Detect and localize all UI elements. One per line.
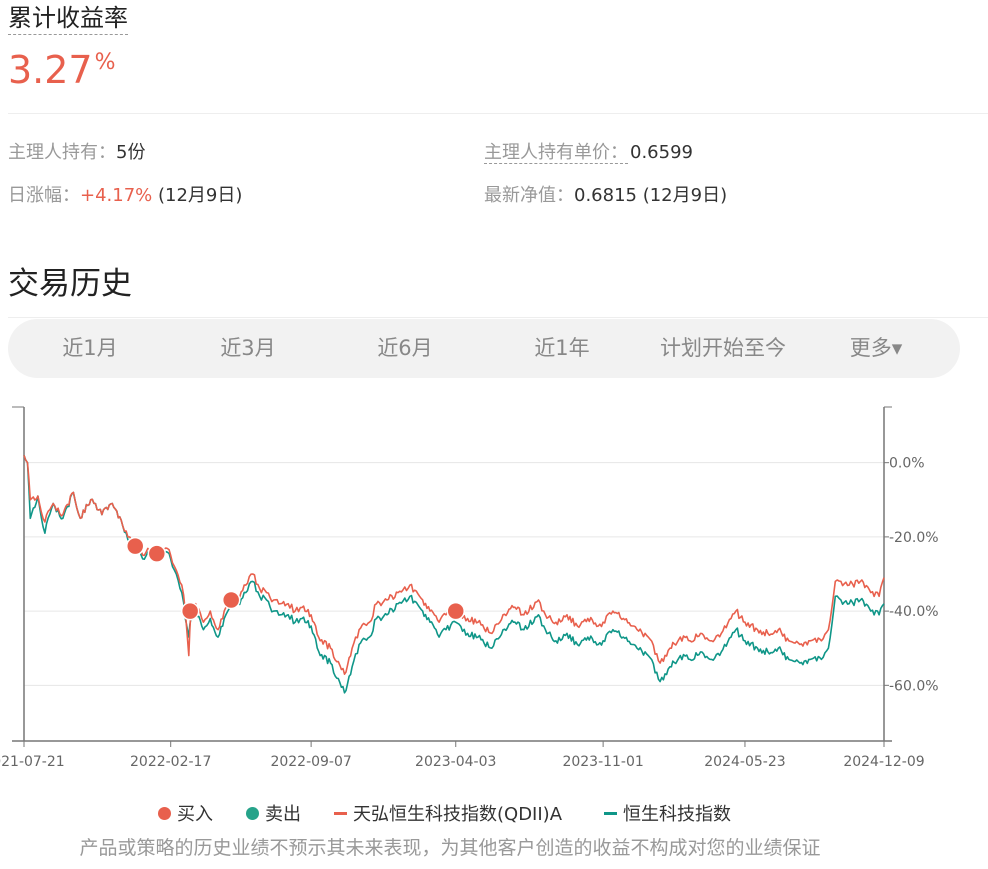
fund-line — [23, 454, 885, 675]
daily-change-date: (12月9日) — [158, 185, 243, 206]
nav-value: 0.6815 (12月9日) — [574, 185, 728, 206]
buy-marker — [221, 590, 241, 610]
fund-line-icon — [334, 811, 347, 815]
divider — [8, 113, 988, 114]
trade-history-title: 交易历史 — [8, 266, 132, 302]
cumulative-return-title[interactable]: 累计收益率 — [8, 2, 128, 35]
chart-grid — [24, 462, 884, 686]
y-tick-label: -40.0% — [889, 604, 939, 620]
nav-row: 最新净值：0.6815 (12月9日) — [484, 183, 727, 209]
chart-tick-labels: 0.0% -20.0% -40.0% -60.0% 2021-07-21 2022-02-… — [0, 456, 939, 770]
buy-marker — [125, 536, 145, 556]
legend-sell-label: 卖出 — [265, 804, 301, 825]
legend-index[interactable]: 恒生科技指数 — [604, 800, 731, 830]
y-tick-label: -60.0% — [889, 678, 939, 694]
tab-1m[interactable]: 近1月 — [62, 336, 118, 360]
x-tick-label: 2024-12-09 — [843, 754, 924, 770]
chart-markers — [125, 536, 465, 621]
y-tick-label: 0.0% — [889, 456, 925, 472]
legend-index-label: 恒生科技指数 — [623, 804, 731, 825]
y-tick-label: -20.0% — [889, 530, 939, 546]
legend-buy-label: 买入 — [177, 804, 213, 825]
legend-sell[interactable]: 卖出 — [246, 800, 301, 830]
unit-price-label[interactable]: 主理人持有单价： — [484, 142, 628, 164]
buy-marker — [147, 544, 167, 563]
return-chart[interactable]: 0.0% -20.0% -40.0% -60.0% 2021-07-21 2022-02-… — [0, 395, 988, 780]
x-tick-label: 2024-05-23 — [704, 754, 785, 770]
cumulative-return-value: 3.27% — [8, 48, 116, 92]
tab-more[interactable]: 更多▾ — [849, 336, 903, 360]
x-tick-label: 2022-09-07 — [270, 754, 351, 770]
divider — [8, 317, 988, 318]
tab-since-start[interactable]: 计划开始至今 — [660, 336, 786, 360]
chart-axes — [12, 406, 892, 747]
buy-marker — [446, 601, 465, 621]
chart-series — [23, 454, 885, 694]
chart-legend: 买入 卖出 天弘恒生科技指数(QDII)A 恒生科技指数 — [0, 800, 988, 830]
rate-number: 3.27 — [8, 48, 93, 92]
tab-1y[interactable]: 近1年 — [534, 336, 590, 360]
holding-value: 5份 — [116, 142, 146, 163]
nav-label: 最新净值： — [484, 185, 574, 206]
unit-price-value: 0.6599 — [630, 142, 693, 163]
index-line-icon — [604, 811, 617, 815]
x-tick-label: 2023-04-03 — [415, 754, 496, 770]
holding-row: 主理人持有：5份 — [8, 140, 145, 166]
daily-change-row: 日涨幅：+4.17% (12月9日) — [8, 183, 242, 209]
daily-change-value: +4.17% — [80, 185, 153, 206]
legend-buy[interactable]: 买入 — [158, 800, 213, 830]
disclaimer-text: 产品或策略的历史业绩不预示其未来表现，为其他客户创造的收益不构成对您的业绩保证 — [79, 837, 821, 859]
legend-fund[interactable]: 天弘恒生科技指数(QDII)A — [334, 800, 562, 830]
x-tick-label: 2023-11-01 — [562, 754, 643, 770]
x-tick-label: 2022-02-17 — [130, 754, 211, 770]
tab-6m[interactable]: 近6月 — [377, 336, 433, 360]
period-tabs: 近1月 近3月 近6月 近1年 计划开始至今 更多▾ — [8, 319, 960, 378]
holding-label: 主理人持有： — [8, 142, 116, 163]
rate-unit: % — [94, 50, 116, 75]
sell-dot-icon — [246, 806, 259, 820]
unit-price-row: 主理人持有单价： 0.6599 — [484, 140, 693, 166]
buy-dot-icon — [158, 806, 171, 820]
tab-3m[interactable]: 近3月 — [220, 336, 276, 360]
x-tick-label: 2021-07-21 — [0, 754, 65, 770]
buy-marker — [180, 601, 200, 621]
daily-change-label: 日涨幅： — [8, 185, 80, 206]
legend-fund-label: 天弘恒生科技指数(QDII)A — [353, 804, 563, 825]
index-line — [23, 454, 885, 694]
